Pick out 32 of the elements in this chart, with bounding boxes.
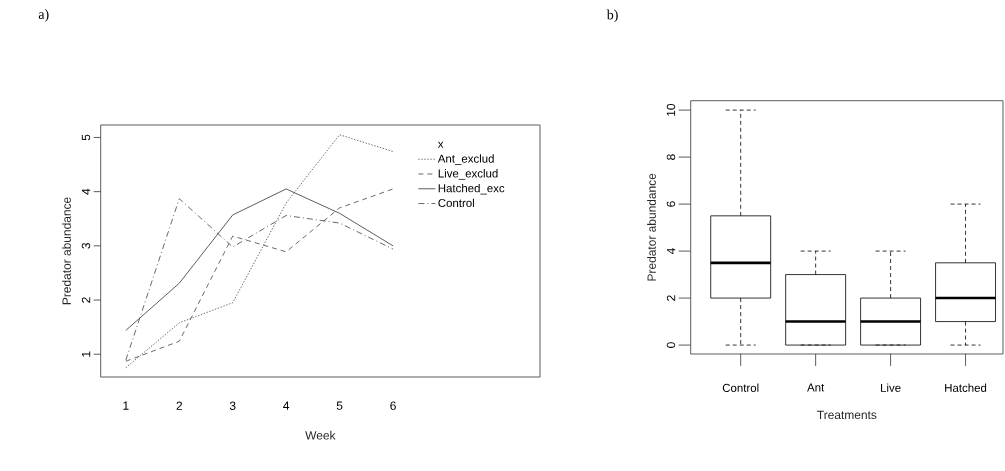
y-tick-label: 8	[666, 154, 676, 160]
y-tick-label: 1	[81, 351, 91, 357]
x-tick-label: 6	[390, 401, 396, 410]
y-tick-label: 2	[81, 297, 91, 303]
y-tick-label: 2	[666, 295, 676, 301]
x-tick-label: Ant	[807, 383, 825, 392]
x-tick-label: 3	[229, 401, 236, 410]
y-tick-label: 4	[81, 188, 91, 195]
y-tick-label: 10	[666, 103, 676, 116]
chart-title: a)	[38, 9, 49, 22]
y-tick-label: 3	[81, 243, 91, 249]
x-tick-label: Live	[881, 383, 901, 392]
legend-title: x	[437, 141, 444, 148]
legend-label: Control	[438, 198, 474, 208]
x-tick-label: Hatched	[945, 383, 987, 392]
y-tick-label: 4	[666, 248, 676, 255]
x-axis-title: Week	[305, 430, 336, 440]
y-axis-title: Predator abundance	[62, 197, 71, 305]
y-tick-label: 0	[666, 342, 676, 348]
x-tick-label: 5	[336, 401, 343, 410]
legend-label: Ant_exclud	[437, 154, 494, 165]
y-tick-label: 5	[81, 134, 91, 141]
y-tick-label: 6	[666, 201, 676, 207]
legend-label: Live_exclud	[438, 169, 498, 180]
x-tick-label: 4	[283, 401, 290, 410]
x-tick-label: 1	[123, 401, 129, 410]
x-tick-label: 2	[176, 401, 182, 410]
x-tick-label: Control	[722, 383, 759, 392]
y-axis-title: Predator abundance	[647, 173, 656, 281]
x-axis-title: Treatments	[817, 410, 877, 420]
legend-label: Hatched_exc	[438, 183, 505, 195]
chart-title: b)	[606, 9, 618, 23]
